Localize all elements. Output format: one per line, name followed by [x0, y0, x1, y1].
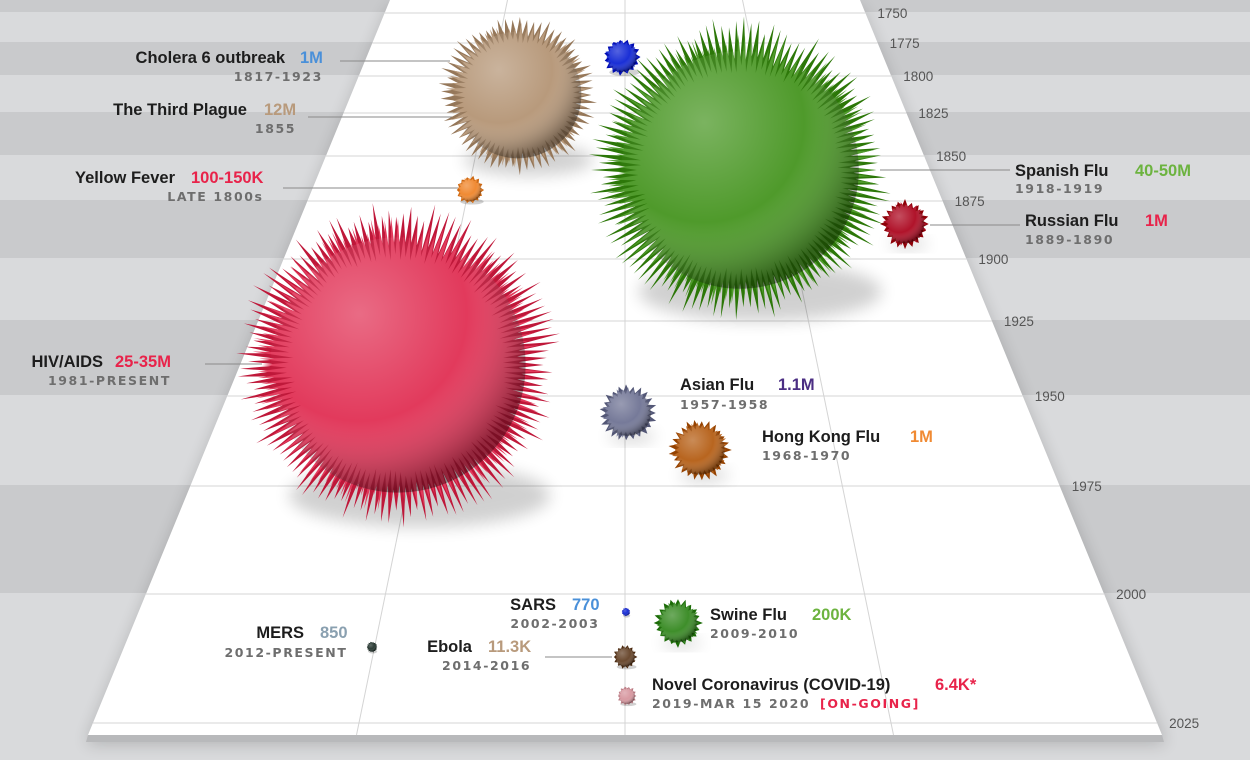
sars-label: SARS 770 2002-2003 [510, 596, 599, 631]
pandemic-markers [236, 16, 929, 707]
asian-flu-label: Asian Flu 1.1M 1957-1958 [680, 376, 815, 412]
cholera-6-outbreak-label: Cholera 6 outbreak 1M 1817-1923 [136, 49, 323, 84]
mers-label: MERS 850 2012-PRESENT [224, 624, 347, 660]
sars-marker [621, 607, 631, 618]
russian-flu-label: Russian Flu 1M 1889-1890 [1025, 212, 1168, 247]
mers-deaths: 850 [320, 624, 348, 642]
pandemic-labels: Cholera 6 outbreak 1M 1817-1923 The Third P… [31, 49, 1190, 711]
novel-coronavirus-covid-19-status: [ON-GOING] [820, 696, 920, 711]
hong-kong-flu-marker [668, 420, 732, 482]
russian-flu-deaths: 1M [1145, 212, 1168, 230]
tick-label-2000: 2000 [1116, 587, 1146, 602]
russian-flu-marker-shine [885, 204, 925, 244]
spanish-flu-label: Spanish Flu 40-50M 1918-1919 [1015, 162, 1191, 196]
ebola-deaths: 11.3K [488, 638, 531, 656]
cholera-6-outbreak-marker-shine [607, 42, 637, 72]
spanish-flu-marker [588, 16, 891, 322]
ebola-dates: 2014-2016 [442, 658, 531, 673]
russian-flu-name: Russian Flu [1025, 212, 1119, 230]
hong-kong-flu-marker-shine [675, 425, 725, 475]
yellow-fever-dates: LATE 1800s [167, 189, 263, 204]
swine-flu-marker [653, 599, 703, 648]
the-third-plague-label: The Third Plague 12M 1855 [113, 101, 296, 136]
hiv-aids-marker-shine [270, 237, 526, 493]
sars-marker-shine [622, 608, 630, 616]
hiv-aids-marker [236, 203, 561, 528]
the-third-plague-marker-shine [454, 31, 582, 159]
year-ticks: 1750 1775 1800 1825 1850 1875 1900 1925 1950 1975… [877, 6, 1199, 731]
tick-label-1750: 1750 [877, 6, 907, 21]
hong-kong-flu-dates: 1968-1970 [762, 448, 851, 463]
hong-kong-flu-name: Hong Kong Flu [762, 428, 880, 446]
russian-flu-marker [880, 199, 929, 250]
asian-flu-dates: 1957-1958 [680, 397, 769, 412]
swine-flu-name: Swine Flu [710, 606, 787, 624]
sars-deaths: 770 [572, 596, 600, 614]
the-third-plague-dates: 1855 [255, 121, 296, 136]
swine-flu-marker-shine [658, 603, 698, 643]
russian-flu-dates: 1889-1890 [1025, 232, 1114, 247]
novel-coronavirus-covid-19-deaths: 6.4K* [935, 676, 977, 694]
cholera-6-outbreak-deaths: 1M [300, 49, 323, 67]
hiv-aids-deaths: 25-35M [115, 353, 171, 371]
novel-coronavirus-covid-19-dates: 2019-MAR 15 2020 [652, 696, 810, 711]
tick-label-1875: 1875 [955, 194, 985, 209]
hiv-aids-name: HIV/AIDS [31, 353, 103, 371]
the-third-plague-marker [438, 17, 597, 176]
spanish-flu-deaths: 40-50M [1135, 162, 1191, 180]
novel-coronavirus-covid-19-name: Novel Coronavirus (COVID-19) [652, 676, 890, 694]
spanish-flu-name: Spanish Flu [1015, 162, 1109, 180]
yellow-fever-label: Yellow Fever 100-150K LATE 1800s [75, 169, 264, 204]
tick-label-1850: 1850 [936, 149, 966, 164]
cholera-6-outbreak-marker [604, 39, 641, 77]
swine-flu-dates: 2009-2010 [710, 626, 799, 641]
the-third-plague-deaths: 12M [264, 101, 296, 119]
ebola-marker-shine [615, 647, 635, 667]
novel-coronavirus-covid-19-marker-shine [619, 688, 635, 704]
swine-flu-label: Swine Flu 200K 2009-2010 [710, 606, 852, 641]
ebola-name: Ebola [427, 638, 473, 656]
tick-label-1800: 1800 [903, 69, 933, 84]
tick-label-2025: 2025 [1169, 716, 1199, 731]
yellow-fever-marker [456, 175, 485, 205]
sars-dates: 2002-2003 [510, 616, 599, 631]
mers-name: MERS [256, 624, 304, 642]
cholera-6-outbreak-name: Cholera 6 outbreak [136, 49, 286, 67]
tick-label-1950: 1950 [1035, 389, 1065, 404]
tick-label-1925: 1925 [1004, 314, 1034, 329]
mers-dates: 2012-PRESENT [224, 645, 347, 660]
hiv-aids-dates: 1981-PRESENT [48, 373, 171, 388]
tick-label-1900: 1900 [978, 252, 1008, 267]
yellow-fever-name: Yellow Fever [75, 169, 176, 187]
asian-flu-name: Asian Flu [680, 376, 754, 394]
leader-lines [205, 60, 1020, 658]
tick-label-1975: 1975 [1072, 479, 1102, 494]
hong-kong-flu-deaths: 1M [910, 428, 933, 446]
spanish-flu-dates: 1918-1919 [1015, 181, 1104, 196]
hong-kong-flu-label: Hong Kong Flu 1M 1968-1970 [762, 428, 933, 463]
swine-flu-deaths: 200K [812, 606, 852, 624]
mers-marker-shine [367, 642, 377, 652]
yellow-fever-deaths: 100-150K [191, 169, 264, 187]
asian-flu-marker [599, 384, 657, 443]
hiv-aids-label: HIV/AIDS 25-35M 1981-PRESENT [31, 353, 171, 388]
sars-name: SARS [510, 596, 556, 614]
novel-coronavirus-covid-19-label: Novel Coronavirus (COVID-19) 6.4K* 2019-MA… [652, 676, 977, 711]
spanish-flu-marker-shine [621, 51, 859, 289]
tick-label-1825: 1825 [918, 106, 948, 121]
floor-edge [86, 735, 1164, 742]
novel-coronavirus-covid-19-marker [618, 686, 637, 707]
the-third-plague-name: The Third Plague [113, 101, 247, 119]
tick-label-1775: 1775 [890, 36, 920, 51]
mers-marker [366, 641, 378, 654]
ebola-marker [613, 645, 638, 670]
yellow-fever-marker-shine [458, 178, 482, 202]
asian-flu-deaths: 1.1M [778, 376, 815, 394]
ebola-label: Ebola 11.3K 2014-2016 [427, 638, 531, 673]
asian-flu-marker-shine [605, 390, 651, 436]
cholera-6-outbreak-dates: 1817-1923 [234, 69, 323, 84]
